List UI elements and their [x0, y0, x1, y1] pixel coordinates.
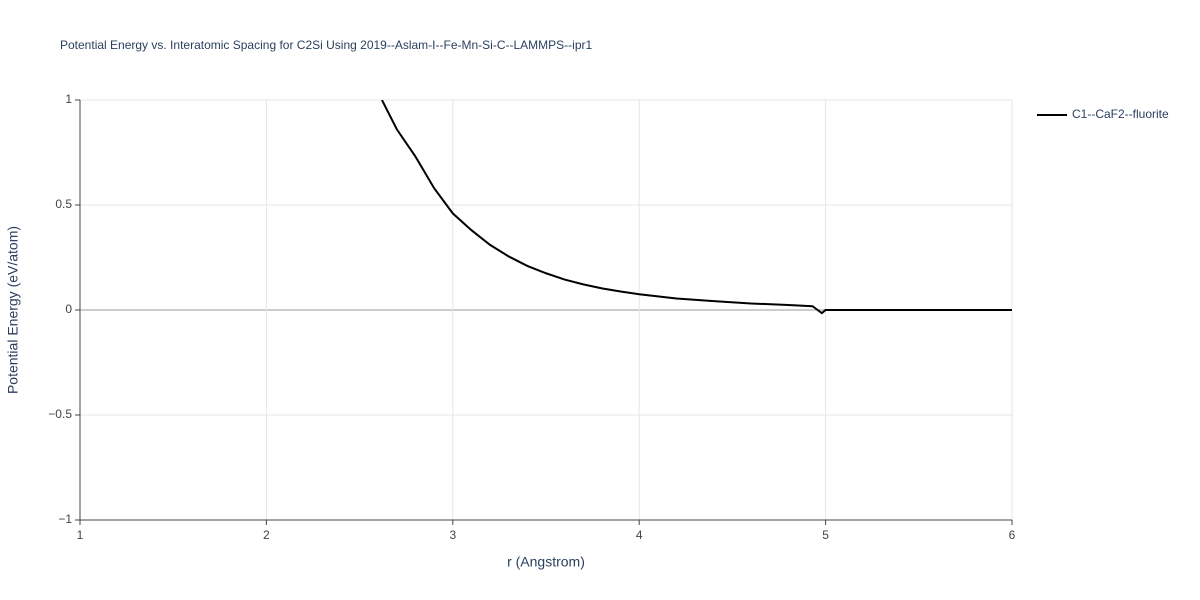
y-tick-label: −0.5 [48, 407, 72, 421]
x-tick-label: 6 [1009, 528, 1016, 542]
plot-area [381, 100, 1012, 315]
x-tick-label: 2 [263, 528, 270, 542]
series-line [381, 100, 1012, 315]
y-tick-label: 0.5 [55, 197, 72, 211]
y-tick-label: −1 [58, 512, 72, 526]
legend: C1--CaF2--fluorite [1037, 107, 1169, 121]
x-tick-label: 3 [449, 528, 456, 542]
x-axis-title: r (Angstrom) [507, 554, 585, 570]
x-tick-label: 5 [822, 528, 829, 542]
y-tick-label: 0 [65, 302, 72, 316]
y-tick-label: 1 [65, 92, 72, 106]
legend-label: C1--CaF2--fluorite [1072, 107, 1169, 121]
x-tick-label: 1 [77, 528, 84, 542]
y-axis-title: Potential Energy (eV/atom) [5, 226, 21, 394]
x-tick-label: 4 [636, 528, 643, 542]
chart-title: Potential Energy vs. Interatomic Spacing… [60, 38, 592, 52]
